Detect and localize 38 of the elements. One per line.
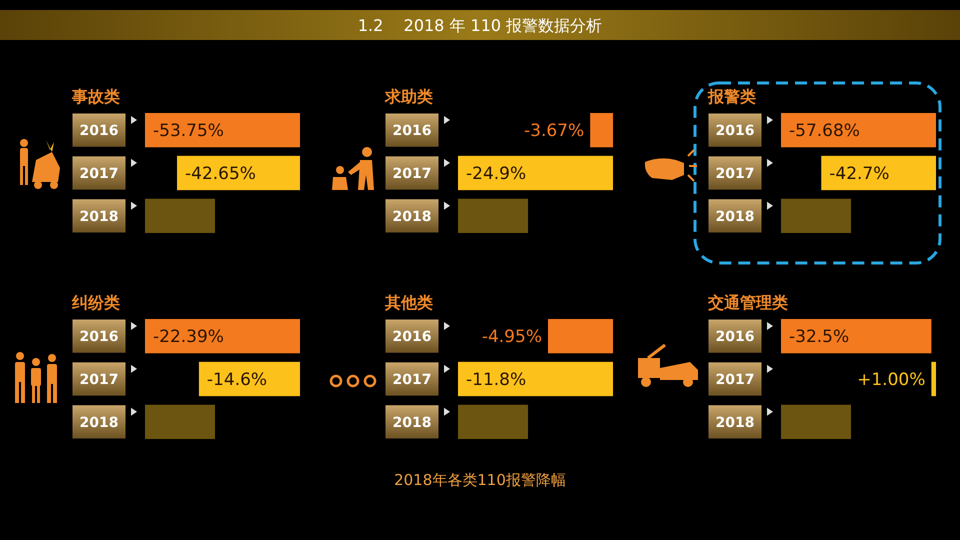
data-label: +1.00% [857, 370, 926, 390]
data-label: -14.6% [206, 370, 268, 390]
text: 2018年各类110报警降幅 [394, 471, 566, 489]
y-tick-label: 2018 [392, 414, 432, 431]
y-tick-label: 2017 [80, 372, 118, 388]
data-label: -42.65% [185, 164, 256, 184]
data-label: -32.5% [789, 327, 850, 348]
data-label: -42.7% [829, 164, 890, 184]
y-tick-label: 2016 [392, 123, 432, 140]
data-label: -4.95% [482, 327, 542, 348]
data-label: -11.8% [466, 370, 526, 390]
y-tick-label: 2016 [716, 123, 754, 140]
text: 1.2 2018 年 110 报警数据分析 [358, 16, 602, 35]
chart-title: 求助类 [384, 87, 433, 106]
data-label: -53.75% [153, 121, 224, 142]
chart-title: 交通管理类 [707, 293, 788, 312]
y-tick-label: 2016 [80, 329, 118, 346]
data-label: -57.68% [789, 121, 860, 142]
chart-title: 其他类 [384, 293, 433, 312]
y-tick-label: 2016 [716, 329, 754, 346]
y-tick-label: 2017 [392, 372, 432, 388]
chart-title: 报警类 [707, 87, 756, 106]
y-tick-label: 2018 [80, 414, 118, 431]
y-tick-label: 2018 [392, 208, 432, 225]
y-tick-label: 2017 [392, 166, 432, 182]
y-tick-label: 2017 [80, 166, 118, 182]
y-tick-label: 2017 [716, 372, 754, 388]
chart-title: 纠纷类 [71, 293, 120, 312]
y-tick-label: 2016 [392, 329, 432, 346]
data-label: -3.67% [524, 121, 584, 142]
data-label: -24.9% [466, 164, 526, 184]
chart-title: 事故类 [71, 87, 120, 106]
y-tick-label: 2018 [80, 208, 118, 225]
data-label: -22.39% [153, 327, 224, 348]
y-tick-label: 2016 [80, 123, 118, 140]
y-tick-label: 2017 [716, 166, 754, 182]
y-tick-label: 2018 [716, 414, 754, 431]
y-tick-label: 2018 [716, 208, 754, 225]
